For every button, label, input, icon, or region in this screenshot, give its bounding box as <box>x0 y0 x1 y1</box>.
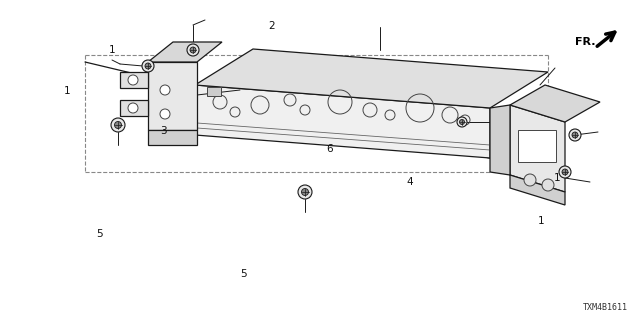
Circle shape <box>457 117 467 127</box>
Circle shape <box>298 185 312 199</box>
Text: 5: 5 <box>96 228 102 239</box>
Circle shape <box>569 129 581 141</box>
Text: 6: 6 <box>326 144 333 154</box>
Polygon shape <box>490 105 510 175</box>
Polygon shape <box>510 105 565 192</box>
Polygon shape <box>120 100 148 116</box>
Polygon shape <box>510 175 565 205</box>
Circle shape <box>572 132 578 138</box>
Circle shape <box>562 169 568 175</box>
Circle shape <box>128 75 138 85</box>
Text: 2: 2 <box>269 20 275 31</box>
Circle shape <box>111 118 125 132</box>
Circle shape <box>128 103 138 113</box>
Polygon shape <box>195 85 490 158</box>
Text: 5: 5 <box>240 268 246 279</box>
Polygon shape <box>148 130 197 145</box>
Polygon shape <box>510 85 600 122</box>
Polygon shape <box>148 62 197 130</box>
Text: 4: 4 <box>406 177 413 188</box>
Circle shape <box>190 47 196 53</box>
Text: 1: 1 <box>538 216 544 226</box>
Circle shape <box>187 44 199 56</box>
Text: 3: 3 <box>160 126 166 136</box>
Bar <box>207 87 221 96</box>
Polygon shape <box>148 42 222 62</box>
Circle shape <box>160 85 170 95</box>
Text: 1: 1 <box>64 86 70 96</box>
Text: FR.: FR. <box>575 37 595 47</box>
Circle shape <box>559 166 571 178</box>
Circle shape <box>160 109 170 119</box>
Text: 1: 1 <box>554 172 560 183</box>
Circle shape <box>524 174 536 186</box>
Circle shape <box>142 60 154 72</box>
Text: 1: 1 <box>109 44 115 55</box>
Circle shape <box>115 122 122 129</box>
Circle shape <box>460 119 465 124</box>
Circle shape <box>301 188 308 196</box>
Polygon shape <box>120 72 148 88</box>
Text: TXM4B1611: TXM4B1611 <box>583 303 628 312</box>
Circle shape <box>145 63 151 69</box>
Circle shape <box>542 179 554 191</box>
Bar <box>518 130 556 162</box>
Polygon shape <box>195 49 548 108</box>
